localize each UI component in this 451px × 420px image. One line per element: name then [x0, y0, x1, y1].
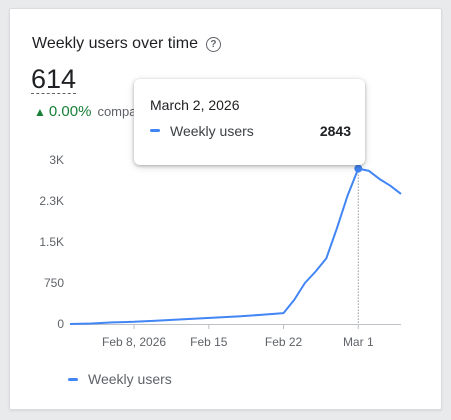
tooltip-series-name: Weekly users [170, 123, 254, 139]
x-tick-label: Feb 22 [265, 335, 303, 349]
comparison-text: compa [97, 104, 137, 119]
y-tick-label: 2.3K [39, 194, 64, 208]
chart-legend[interactable]: Weekly users [68, 371, 172, 387]
series-line-weekly-users[interactable] [69, 167, 402, 325]
line-chart[interactable]: 0 750 1.5K 2.3K 3K Feb 8, 2026 Feb 15 Feb 22 Ma… [10, 9, 441, 369]
y-tick-label: 750 [44, 276, 64, 290]
x-tick-label: Mar 1 [343, 335, 374, 349]
y-tick-label: 0 [57, 317, 64, 331]
card-header: Weekly users over time ? [32, 35, 221, 53]
card-title: Weekly users over time [32, 35, 198, 52]
y-tick-label: 3K [49, 153, 64, 167]
metric-value[interactable]: 614 [31, 64, 77, 94]
legend-label: Weekly users [88, 371, 172, 387]
x-tick-label: Feb 15 [190, 335, 228, 349]
arrow-up-icon: ▲ [34, 104, 46, 119]
help-circle-icon[interactable]: ? [205, 36, 221, 52]
tooltip-value: 2843 [319, 123, 351, 139]
legend-swatch [68, 377, 78, 381]
tooltip-series-swatch [150, 129, 160, 132]
weekly-users-card: Weekly users over time ? 614 ▲ 0.00% com… [9, 8, 442, 410]
highlighted-data-point[interactable] [354, 164, 363, 173]
x-axis: Feb 8, 2026 Feb 15 Feb 22 Mar 1 [102, 324, 374, 349]
chart-tooltip: March 2, 2026 Weekly users 2843 [134, 79, 365, 165]
change-indicator: ▲ 0.00% compa [34, 103, 136, 120]
y-tick-label: 1.5K [39, 235, 64, 249]
tooltip-date: March 2, 2026 [150, 97, 240, 113]
y-axis: 0 750 1.5K 2.3K 3K [39, 153, 64, 331]
change-value: 0.00% [48, 103, 92, 120]
x-tick-label: Feb 8, 2026 [102, 335, 166, 349]
